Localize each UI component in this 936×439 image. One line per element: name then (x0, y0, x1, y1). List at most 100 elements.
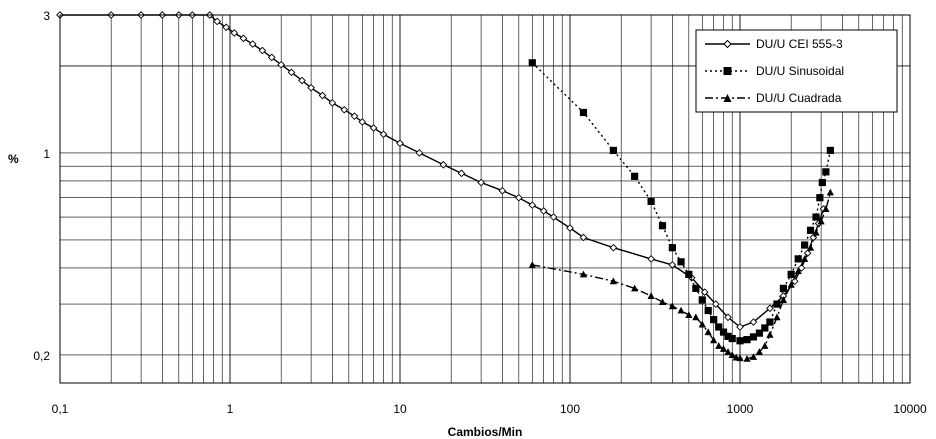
data-point-square (677, 258, 685, 266)
data-point-diamond (700, 288, 709, 296)
plot-border (59, 14, 911, 384)
data-point-diamond (528, 201, 537, 209)
data-point-square (743, 336, 751, 344)
data-point-diamond (267, 53, 276, 62)
data-point-square (773, 300, 781, 308)
data-point-diamond (711, 300, 720, 308)
data-point-diamond (749, 318, 758, 326)
data-point-triangle (773, 313, 781, 321)
data-point-square (692, 284, 700, 292)
data-point-diamond (230, 29, 239, 37)
data-point-square (528, 59, 536, 67)
data-point-diamond (797, 264, 806, 272)
data-point-diamond (213, 17, 221, 26)
data-point-square (801, 241, 809, 249)
legend-label-sinusoidal: DU/U Sinusoidal (756, 64, 844, 78)
data-point-triangle (826, 188, 834, 196)
data-point-diamond (549, 213, 558, 221)
data-point-triangle (812, 228, 820, 236)
tick-labels: 0,1 1 10 100 1000 10000 3 1 0,2 (33, 9, 927, 416)
data-point-diamond (258, 46, 267, 55)
data-point-triangle (794, 267, 802, 275)
data-point-triangle (692, 313, 700, 321)
data-point-triangle (787, 280, 795, 288)
x-tick-label: 1000 (727, 402, 754, 416)
y-tick-label: 3 (43, 9, 50, 23)
legend: DU/U CEI 555-3 DU/U Sinusoidal DU/U Cuad… (695, 29, 898, 113)
data-point-triangle (801, 255, 809, 262)
data-point-diamond (222, 23, 231, 32)
data-point-square (749, 333, 758, 341)
data-point-diamond (396, 139, 404, 148)
data-point-diamond (239, 34, 248, 43)
x-tick-label: 1 (227, 402, 234, 416)
data-point-diamond (350, 112, 359, 121)
data-point-square (647, 197, 655, 205)
data-point-square (710, 316, 718, 324)
data-point-triangle (806, 243, 815, 251)
data-point-diamond (514, 193, 523, 202)
data-point-triangle (743, 355, 751, 362)
data-point-triangle (631, 284, 639, 292)
data-point-triangle (609, 277, 617, 285)
x-axis-label: Cambios/Min (448, 425, 523, 439)
data-point-square (579, 108, 588, 117)
data-point-triangle (715, 342, 723, 349)
data-point-triangle (755, 348, 763, 355)
data-point-diamond (369, 124, 378, 132)
legend-label-cuadrada: DU/U Cuadrada (756, 91, 842, 105)
data-point-triangle (528, 261, 536, 268)
series-line-2 (531, 62, 832, 342)
data-point-diamond (277, 60, 286, 69)
data-point-diamond (736, 323, 744, 331)
x-tick-label: 100 (560, 402, 580, 416)
data-point-diamond (439, 160, 448, 169)
data-point-triangle (668, 302, 676, 310)
data-point-diamond (307, 83, 315, 92)
legend-marker-sinusoidal (723, 67, 732, 75)
data-point-diamond (498, 186, 507, 195)
legend-marker-cuadrada (723, 94, 732, 102)
data-point-triangle (704, 328, 712, 336)
data-point-square (818, 178, 826, 187)
data-point-diamond (340, 105, 349, 114)
data-point-triangle (749, 353, 758, 360)
data-point-diamond (647, 255, 655, 263)
data-point-diamond (415, 149, 424, 157)
data-point-diamond (790, 277, 799, 286)
data-point-square (631, 172, 639, 180)
x-tick-label: 0,1 (52, 402, 69, 416)
data-point-diamond (668, 261, 677, 269)
data-point-square (755, 329, 763, 337)
data-point-diamond (566, 224, 574, 232)
data-point-square (794, 255, 802, 263)
data-point-square (658, 222, 667, 230)
data-point-triangle (736, 354, 744, 362)
data-point-square (609, 146, 617, 155)
data-point-square (704, 306, 712, 315)
data-point-square (806, 226, 815, 234)
data-point-square (728, 334, 736, 343)
data-point-diamond (477, 178, 485, 187)
series-layer (56, 11, 834, 362)
data-point-square (826, 146, 834, 155)
data-point-triangle (698, 320, 706, 328)
data-point-square (685, 270, 693, 279)
data-point-triangle (677, 306, 685, 314)
data-point-square (761, 324, 769, 332)
data-point-triangle (779, 296, 787, 303)
data-point-triangle (647, 292, 655, 299)
data-point-square (812, 213, 820, 221)
data-point-diamond (328, 99, 337, 107)
data-point-triangle (579, 270, 588, 278)
data-point-square (668, 244, 676, 252)
data-point-diamond (766, 304, 774, 313)
legend-marker-cei (723, 39, 732, 49)
data-point-diamond (539, 207, 548, 215)
data-point-diamond (724, 313, 732, 322)
data-point-square (736, 337, 744, 345)
data-point-square (724, 332, 732, 340)
y-axis-label: % (8, 152, 19, 166)
data-point-triangle (710, 336, 718, 344)
